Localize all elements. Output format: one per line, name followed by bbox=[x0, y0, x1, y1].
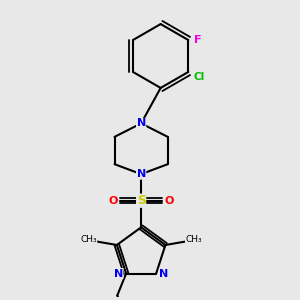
Text: N: N bbox=[159, 268, 169, 278]
Text: CH₃: CH₃ bbox=[185, 235, 202, 244]
Text: N: N bbox=[136, 118, 146, 128]
Text: N: N bbox=[114, 268, 123, 278]
Text: O: O bbox=[165, 196, 174, 206]
Text: O: O bbox=[108, 196, 117, 206]
Text: S: S bbox=[136, 194, 146, 207]
Text: N: N bbox=[136, 169, 146, 179]
Text: Cl: Cl bbox=[193, 72, 205, 82]
Text: CH₃: CH₃ bbox=[80, 235, 97, 244]
Text: F: F bbox=[194, 35, 202, 45]
